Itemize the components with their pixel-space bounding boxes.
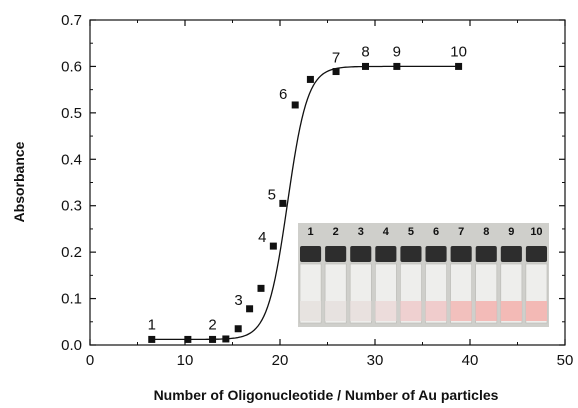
data-point — [246, 305, 254, 313]
vial-solution — [525, 301, 547, 321]
fit-curve — [151, 65, 458, 341]
vial-cap — [300, 246, 322, 262]
x-tick-label: 20 — [272, 352, 289, 369]
point-label: 9 — [393, 43, 401, 60]
y-tick-label: 0.7 — [61, 12, 82, 29]
data-point — [148, 335, 156, 343]
vial-number: 4 — [383, 226, 390, 238]
y-tick-label: 0.1 — [61, 291, 82, 308]
vial-solution — [450, 301, 472, 321]
data-point — [332, 68, 340, 76]
vial-cap — [425, 246, 447, 262]
point-label: 1 — [148, 316, 156, 333]
y-tick-label: 0.4 — [61, 151, 82, 168]
vial-solution — [325, 301, 347, 321]
vial-solution — [475, 301, 497, 321]
point-label: 10 — [450, 43, 467, 60]
x-tick-label: 10 — [177, 352, 194, 369]
vial-solution — [300, 301, 322, 321]
vial-cap — [475, 246, 497, 262]
data-point — [222, 335, 230, 343]
x-axis-label: Number of Oligonucleotide / Number of Au… — [154, 387, 499, 403]
vial-solution — [350, 301, 372, 321]
vial-cap — [450, 246, 472, 262]
data-point — [184, 335, 192, 343]
data-point — [269, 242, 277, 250]
vial-cap — [525, 246, 547, 262]
vial-number: 10 — [530, 226, 542, 238]
inset-vial-photo: 1 2 3 4 5 6 7 8 9 10 — [298, 223, 549, 327]
y-tick-label: 0.3 — [61, 198, 82, 215]
point-label: 4 — [258, 229, 266, 246]
x-tick-label: 30 — [367, 352, 384, 369]
vial-number: 9 — [508, 226, 514, 238]
data-point — [279, 199, 287, 207]
vial-number: 3 — [358, 226, 364, 238]
x-tick-label: 40 — [462, 352, 479, 369]
data-point — [257, 284, 265, 292]
vial-number: 5 — [408, 226, 414, 238]
vial-cap — [350, 246, 372, 262]
y-axis-label: Absorbance — [11, 141, 27, 222]
vial-number: 1 — [307, 226, 313, 238]
vial-cap — [400, 246, 422, 262]
data-points — [148, 62, 463, 343]
vial-number: 6 — [433, 226, 439, 238]
point-label: 6 — [279, 86, 287, 103]
point-label: 2 — [208, 316, 216, 333]
y-tick-label: 0.2 — [61, 244, 82, 261]
y-tick-label: 0.0 — [61, 337, 82, 354]
vial-solution — [425, 301, 447, 321]
data-point — [291, 101, 299, 109]
vial-number: 7 — [458, 226, 464, 238]
vial-cap — [500, 246, 522, 262]
data-point — [306, 75, 314, 83]
x-tick-label: 0 — [86, 352, 94, 369]
y-tick-label: 0.5 — [61, 105, 82, 122]
data-point — [455, 62, 463, 70]
point-label: 7 — [332, 50, 340, 67]
point-labels: 1 2 3 4 5 6 7 8 9 10 — [148, 43, 467, 333]
data-point — [209, 335, 217, 343]
data-point — [393, 62, 401, 70]
x-tick-label: 50 — [557, 352, 574, 369]
data-point — [362, 62, 369, 70]
point-label: 3 — [234, 292, 242, 309]
vial-solution — [400, 301, 422, 321]
vial-solution — [375, 301, 397, 321]
plot-area: 0 10 20 30 40 50 0.0 0.1 0.2 0.3 0.4 0.5 0.6 0.7 — [61, 12, 573, 369]
vial-cap — [325, 246, 347, 262]
y-tick-label: 0.6 — [61, 58, 82, 75]
vial-number: 8 — [483, 226, 489, 238]
point-label: 8 — [361, 43, 369, 60]
data-point — [234, 325, 242, 333]
point-label: 5 — [268, 186, 276, 203]
vial-cap — [375, 246, 397, 262]
vial-solution — [500, 301, 522, 321]
vial-number: 2 — [333, 226, 339, 238]
